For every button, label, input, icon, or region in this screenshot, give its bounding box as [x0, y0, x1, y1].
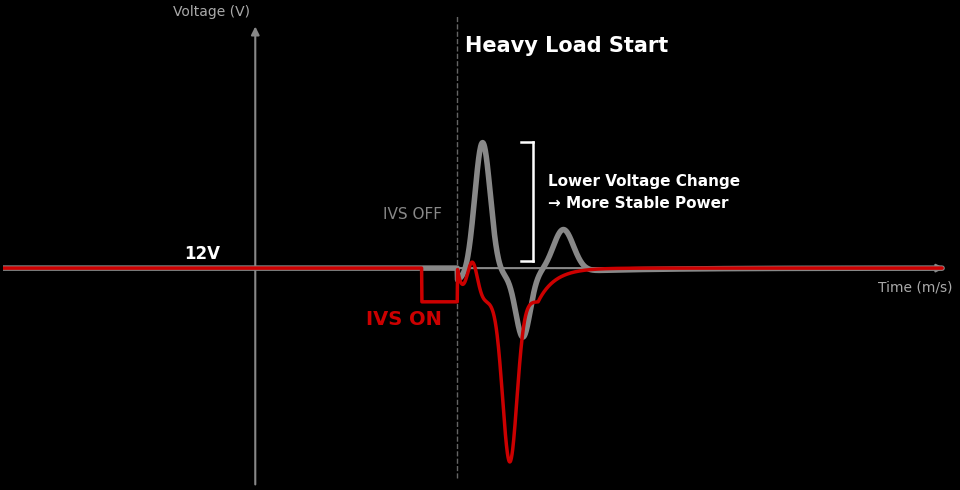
Text: Voltage (V): Voltage (V)	[173, 5, 251, 20]
Text: Heavy Load Start: Heavy Load Start	[466, 36, 668, 56]
Text: 12V: 12V	[184, 245, 220, 263]
Text: IVS ON: IVS ON	[367, 310, 443, 329]
Text: IVS OFF: IVS OFF	[383, 207, 443, 222]
Text: Lower Voltage Change
→ More Stable Power: Lower Voltage Change → More Stable Power	[548, 174, 740, 211]
Text: Time (m/s): Time (m/s)	[877, 281, 952, 295]
